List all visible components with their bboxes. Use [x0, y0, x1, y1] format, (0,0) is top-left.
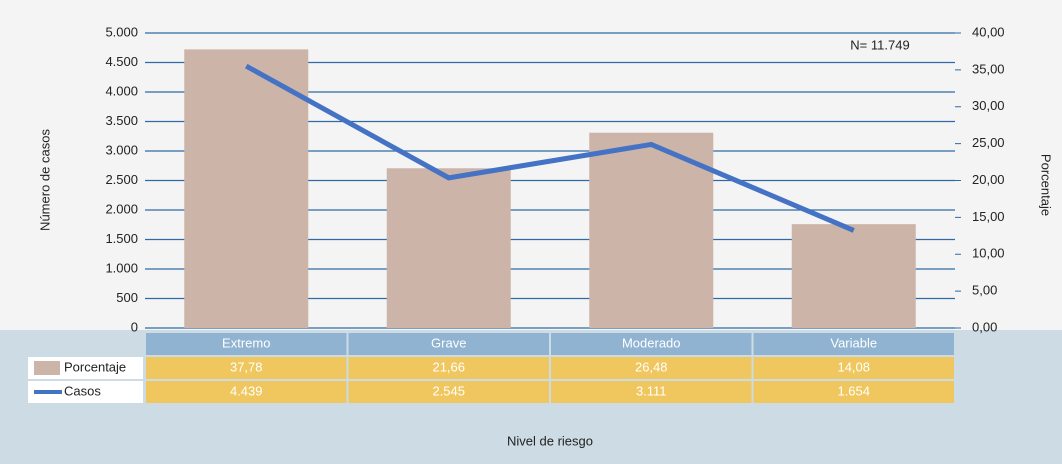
legend-cell — [28, 381, 143, 403]
y2-tick-label: 40,00 — [972, 24, 1005, 39]
y2-tick-label: 30,00 — [972, 98, 1005, 113]
table-cell — [348, 381, 549, 403]
y2-tick-label: 5,00 — [972, 283, 997, 298]
table-header-cell — [348, 333, 549, 355]
table-cell — [551, 357, 752, 379]
bar — [184, 49, 309, 329]
data-label: 1.654 — [837, 383, 870, 398]
table-cell — [348, 357, 549, 379]
bar — [791, 224, 916, 328]
y-axis-label: Número de casos — [37, 129, 52, 231]
y2-tick-label: 35,00 — [972, 61, 1005, 76]
x-axis-label: Nivel de riesgo — [507, 433, 593, 448]
table-header-cell — [146, 333, 347, 355]
table-cell — [551, 381, 752, 403]
data-label: 4.439 — [230, 383, 263, 398]
table-cell — [146, 381, 347, 403]
y-tick-label: 3.500 — [105, 113, 138, 128]
x-tick-label: Extremo — [222, 335, 270, 350]
table-cell — [146, 357, 347, 379]
y-tick-label: 500 — [116, 290, 138, 305]
legend-label: Casos — [64, 383, 101, 398]
data-label: 14,08 — [837, 359, 870, 374]
table-cell — [753, 381, 954, 403]
y2-tick-label: 0,00 — [972, 319, 997, 334]
legend-swatch — [34, 361, 60, 375]
legend-label: Porcentaje — [64, 359, 126, 374]
x-tick-label: Moderado — [622, 335, 681, 350]
y-tick-label: 2.500 — [105, 172, 138, 187]
table-header-cell — [753, 333, 954, 355]
table-cell — [753, 357, 954, 379]
y-tick-label: 4.000 — [105, 83, 138, 98]
y2-tick-label: 25,00 — [972, 135, 1005, 150]
y2-tick-label: 10,00 — [972, 246, 1005, 261]
y-tick-label: 0 — [131, 319, 138, 334]
data-label: 2.545 — [432, 383, 465, 398]
y-tick-label: 2.000 — [105, 201, 138, 216]
line — [245, 63, 855, 233]
y2-tick-label: 15,00 — [972, 209, 1005, 224]
x-tick-label: Grave — [431, 335, 466, 350]
y2-tick-label: 20,00 — [972, 172, 1005, 187]
y2-axis-label: Porcentaje — [1039, 154, 1054, 216]
bar — [386, 168, 511, 328]
y-tick-label: 1.000 — [105, 260, 138, 275]
data-label: 37,78 — [230, 359, 263, 374]
y-tick-label: 5.000 — [105, 24, 138, 39]
bar — [589, 132, 714, 328]
x-tick-label: Variable — [830, 335, 877, 350]
y-tick-label: 3.000 — [105, 142, 138, 157]
data-label: 26,48 — [635, 359, 668, 374]
data-label: 21,66 — [432, 359, 465, 374]
annotation: N= 11.749 — [850, 37, 909, 52]
y-tick-label: 4.500 — [105, 54, 138, 69]
data-label: 3.111 — [636, 383, 667, 398]
table-header-cell — [551, 333, 752, 355]
y-tick-label: 1.500 — [105, 231, 138, 246]
